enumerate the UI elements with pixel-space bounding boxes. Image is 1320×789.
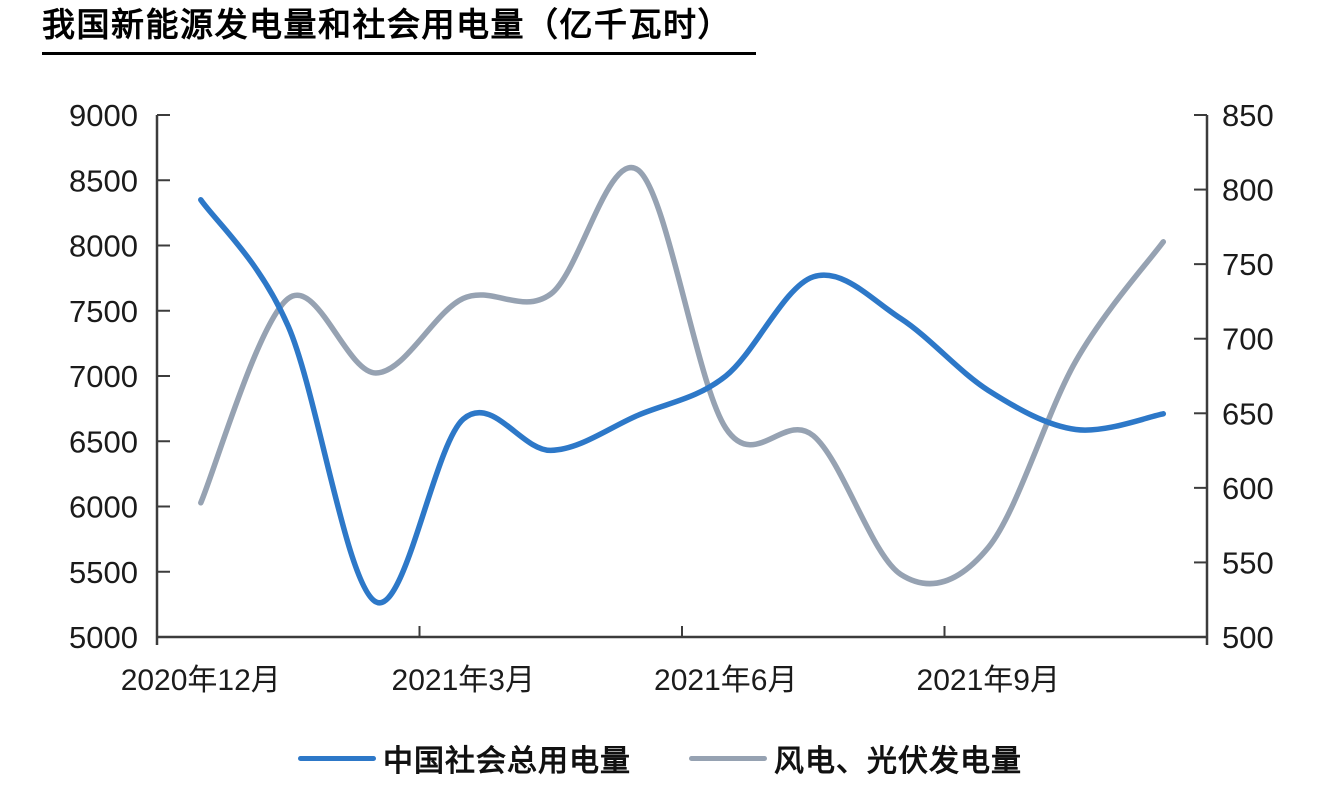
x-axis-tick-label: 2021年9月	[917, 664, 1060, 697]
chart-title: 我国新能源发电量和社会用电量（亿千瓦时）	[42, 6, 756, 56]
right-axis-tick-label: 550	[1222, 545, 1274, 580]
series-line-total-consumption	[198, 197, 1167, 606]
right-axis-tick-label: 600	[1222, 471, 1274, 506]
legend-item-wind-solar-generation: 风电、光伏发电量	[689, 736, 1022, 780]
right-axis-tick-label: 850	[1222, 98, 1274, 133]
right-axis-tick-label: 800	[1222, 173, 1274, 208]
left-axis-tick-label: 8500	[69, 163, 138, 198]
line-chart-canvas: 9000 8500 8000 7500 7000 6500 6000 5500 5000 850 8…	[69, 98, 1274, 697]
left-axis-tick-label: 7500	[69, 294, 138, 329]
x-axis-tick-label: 2020年12月	[121, 664, 281, 697]
left-axis-tick-label: 9000	[69, 98, 138, 133]
left-axis-tick-label: 6000	[69, 490, 138, 525]
right-axis-tick-label: 650	[1222, 396, 1274, 431]
axis-frame	[155, 115, 1209, 645]
left-axis-tick-label: 7000	[69, 359, 138, 394]
right-axis-tick-label: 500	[1222, 620, 1274, 655]
legend-label-wind-solar-generation: 风电、光伏发电量	[774, 745, 1022, 778]
right-axis-tick-label: 700	[1222, 322, 1274, 357]
legend-item-total-consumption: 中国社会总用电量	[298, 736, 631, 780]
left-axis-tick-label: 5500	[69, 555, 138, 590]
legend-line-swatch-blue	[298, 755, 376, 761]
x-axis-tick-label: 2021年6月	[654, 664, 797, 697]
legend-label-total-consumption: 中国社会总用电量	[383, 745, 631, 778]
left-axis-tick-label: 6500	[69, 424, 138, 459]
right-axis-tick-label: 750	[1222, 247, 1274, 282]
chart-legend: 中国社会总用电量 风电、光伏发电量	[0, 736, 1320, 780]
left-axis-tick-label: 8000	[69, 229, 138, 264]
left-axis-tick-label: 5000	[69, 620, 138, 655]
legend-line-swatch-gray	[689, 755, 767, 761]
series-line-wind-solar-generation	[198, 164, 1167, 587]
x-axis-tick-label: 2021年3月	[392, 664, 535, 697]
